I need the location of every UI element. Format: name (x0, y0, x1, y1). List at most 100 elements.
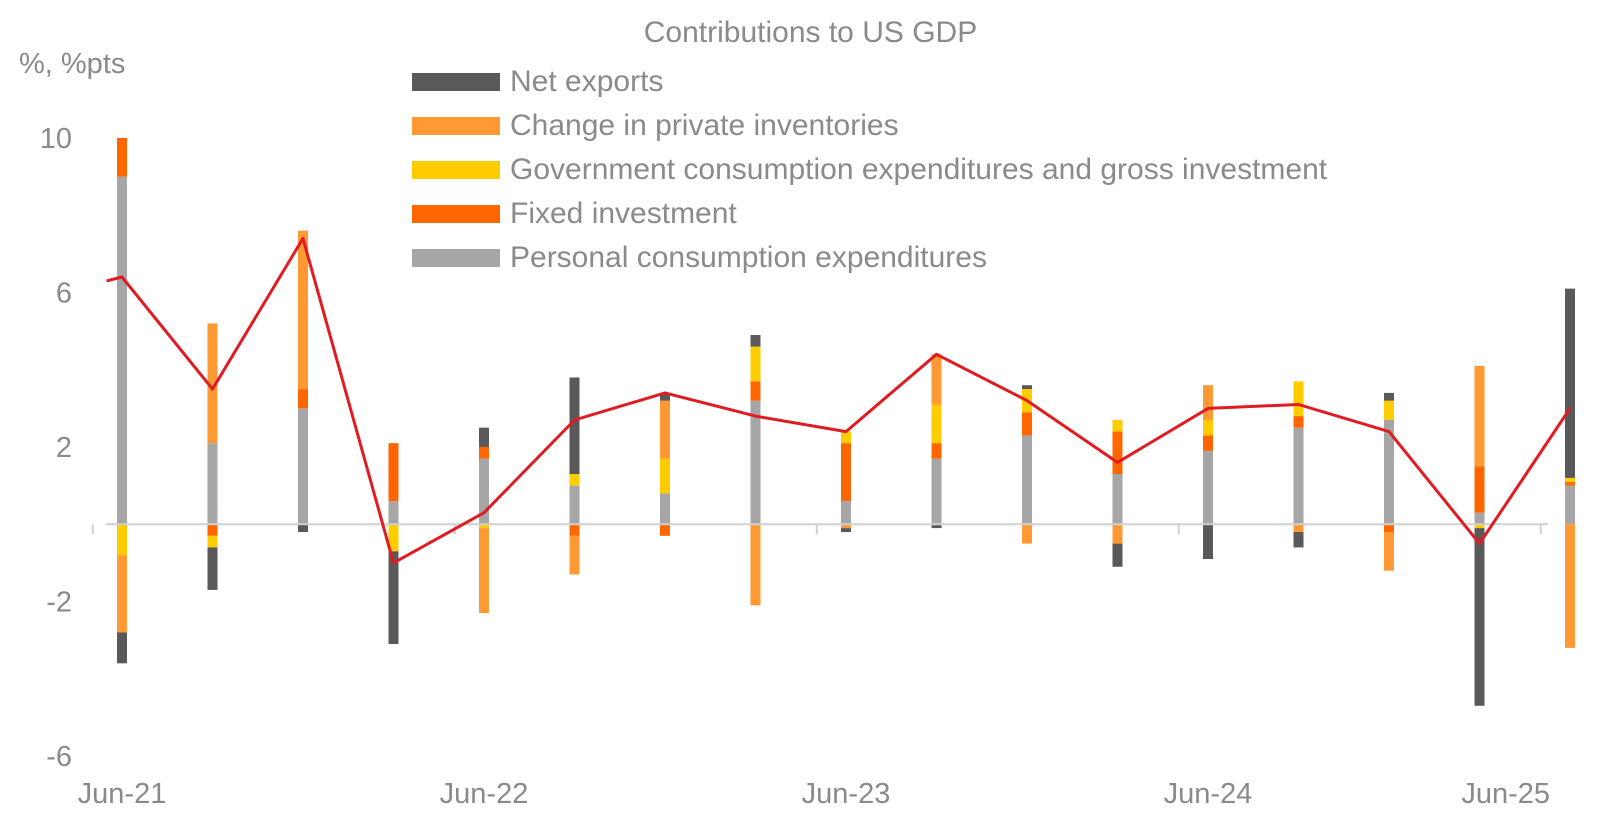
bar-segment (569, 485, 580, 525)
bar-segment (660, 392, 670, 401)
bar-segment (1022, 385, 1032, 390)
bar-segment (1293, 531, 1304, 548)
bar-segment (660, 400, 670, 459)
bar-segment (1293, 427, 1304, 525)
bar-segment (207, 547, 218, 590)
bar-segment (1293, 524, 1304, 532)
bar-segment (207, 524, 218, 536)
bar-segment (388, 524, 399, 552)
bar-segment (750, 524, 761, 606)
bar-segment (1474, 466, 1485, 513)
bar-segment (931, 458, 942, 525)
bar-segment (1112, 431, 1123, 475)
bar-segment (207, 443, 218, 525)
y-tick-label: 2 (56, 432, 72, 464)
bar-segment (750, 400, 761, 525)
bar-segment (298, 524, 308, 532)
bar-segment (569, 535, 580, 575)
legend-item: Change in private inventories (412, 104, 1327, 148)
legend-item: Personal consumption expenditures (412, 236, 1327, 280)
bar-segment (1112, 543, 1123, 567)
bar-segment (841, 528, 851, 532)
bar-segment (931, 354, 942, 405)
bar-segment (1474, 365, 1485, 467)
x-tick-label: Jun-23 (802, 778, 891, 810)
y-tick-label: 10 (40, 123, 72, 155)
legend-swatch (412, 205, 500, 223)
x-tick-label: Jun-22 (440, 778, 529, 810)
bar-segment (1203, 450, 1213, 525)
bar-segment (1565, 485, 1575, 525)
legend-label: Government consumption expenditures and … (510, 153, 1328, 186)
bar-segment (1203, 385, 1213, 420)
bar-segment (1565, 524, 1575, 648)
bar-segment (841, 431, 851, 444)
bar-segment (117, 176, 127, 525)
legend-label: Fixed investment (510, 197, 737, 230)
bar-segment (298, 408, 308, 525)
y-tick-label: -2 (46, 587, 72, 619)
bar-segment (117, 555, 127, 633)
bar-segment (388, 501, 399, 525)
bar-segment (1203, 524, 1213, 560)
legend-swatch (412, 73, 500, 91)
x-tick-label: Jun-24 (1164, 778, 1253, 810)
legend-item: Government consumption expenditures and … (412, 148, 1327, 192)
bar-segment (1384, 400, 1394, 420)
bar-segment (207, 535, 218, 548)
legend-item: Net exports (412, 60, 1327, 104)
y-tick-label: 6 (56, 278, 72, 310)
legend-label: Personal consumption expenditures (510, 241, 987, 274)
bar-segment (1565, 288, 1575, 478)
bar-segment (1565, 477, 1575, 482)
x-tick-label: Jun-25 (1461, 778, 1550, 810)
bar-segment (660, 493, 670, 525)
gdp-line (106, 236, 1572, 565)
bar-segment (1022, 412, 1032, 436)
bar-segment (1293, 381, 1304, 417)
bar-segment (750, 381, 761, 401)
bar-segment (1565, 481, 1575, 486)
bar-segment (660, 524, 670, 536)
bar-segment (1203, 419, 1213, 436)
bar-segment (1112, 419, 1123, 432)
bar-segment (117, 524, 127, 556)
y-tick-label: -6 (46, 741, 72, 773)
bar-segment (479, 524, 489, 529)
bar-segment (569, 474, 580, 486)
legend-swatch (412, 249, 500, 267)
legend-label: Change in private inventories (510, 109, 899, 142)
bar-segment (1022, 435, 1032, 525)
bar-segment (479, 528, 489, 614)
bar-segment (841, 501, 851, 525)
bar-segment (298, 389, 308, 409)
bar-segment (750, 334, 761, 347)
bar-segment (388, 443, 399, 502)
bar-segment (1022, 524, 1032, 544)
bar-segment (1384, 392, 1394, 401)
bar-segment (1384, 531, 1394, 571)
bar-segment (1474, 512, 1485, 525)
bar-segment (841, 443, 851, 502)
bar-segment (931, 443, 942, 459)
legend-swatch (412, 161, 500, 179)
bar-segment (569, 524, 580, 536)
y-axis-label: %, %pts (19, 48, 126, 80)
bar-segment (931, 404, 942, 444)
bar-segment (207, 323, 218, 444)
bar-segment (388, 551, 399, 644)
bar-segment (1203, 435, 1213, 451)
bar-segment (479, 427, 489, 447)
legend-swatch (412, 117, 500, 135)
bar-segment (1474, 524, 1485, 529)
bar-segment (1474, 528, 1485, 706)
legend: Net exports Change in private inventories… (412, 60, 1327, 280)
chart-title: Contributions to US GDP (643, 16, 978, 49)
x-tick-label: Jun-21 (78, 778, 167, 810)
bar-segment (117, 632, 127, 664)
legend-item: Fixed investment (412, 192, 1327, 236)
bar-segment (298, 230, 308, 390)
bar-segment (1384, 419, 1394, 525)
bar-segment (117, 138, 127, 177)
bar-segment (1112, 474, 1123, 525)
